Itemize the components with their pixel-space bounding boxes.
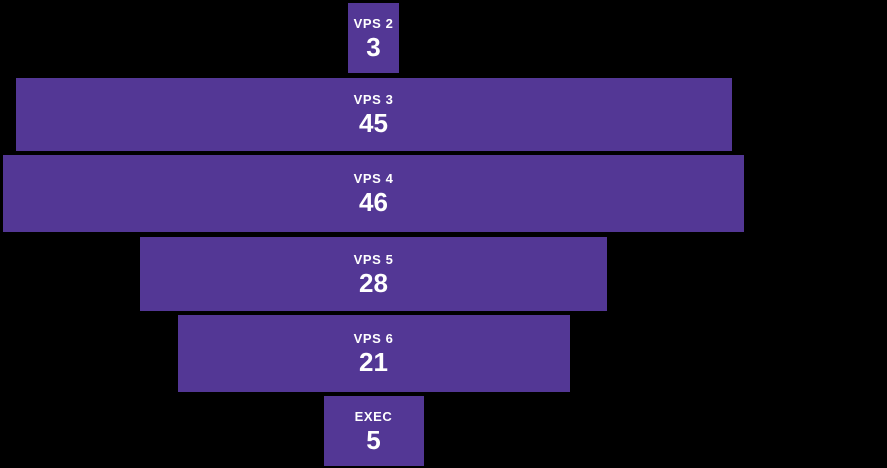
segment-value: 46 xyxy=(359,187,388,217)
segment-value: 28 xyxy=(359,267,388,298)
funnel-segment-exec[interactable]: EXEC 5 xyxy=(323,396,424,466)
segment-label: VPS 2 xyxy=(353,15,394,31)
funnel-segment-vps-3[interactable]: VPS 3 45 xyxy=(15,78,732,151)
segment-label: EXEC xyxy=(354,408,393,424)
segment-label: VPS 3 xyxy=(353,92,394,107)
segment-value: 45 xyxy=(359,108,388,138)
funnel-segment-vps-4[interactable]: VPS 4 46 xyxy=(3,155,744,232)
funnel-segment-vps-6[interactable]: VPS 6 21 xyxy=(177,315,570,392)
segment-label: VPS 6 xyxy=(353,331,394,346)
segment-value: 21 xyxy=(359,347,388,377)
segment-label: VPS 4 xyxy=(353,171,394,186)
funnel-segment-vps-5[interactable]: VPS 5 28 xyxy=(140,237,607,311)
segment-value: 3 xyxy=(366,31,381,62)
segment-label: VPS 5 xyxy=(353,251,394,267)
segment-value: 5 xyxy=(366,424,381,455)
